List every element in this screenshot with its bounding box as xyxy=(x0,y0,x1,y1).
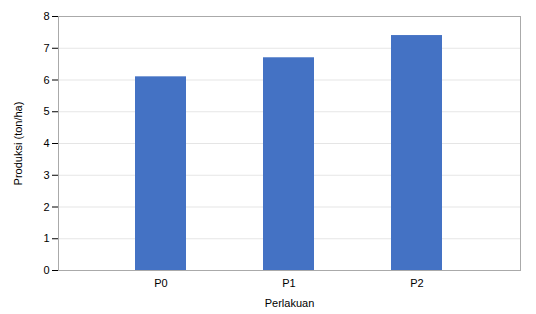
svg-text:Perlakuan: Perlakuan xyxy=(265,297,315,309)
svg-text:4: 4 xyxy=(43,137,49,149)
svg-text:P2: P2 xyxy=(410,277,423,289)
svg-text:P0: P0 xyxy=(154,277,167,289)
svg-text:P1: P1 xyxy=(282,277,295,289)
svg-text:7: 7 xyxy=(43,42,49,54)
svg-text:1: 1 xyxy=(43,232,49,244)
svg-text:0: 0 xyxy=(43,264,49,276)
svg-text:5: 5 xyxy=(43,105,49,117)
svg-text:8: 8 xyxy=(43,10,49,22)
svg-text:Produksi (ton/ha): Produksi (ton/ha) xyxy=(12,102,24,186)
svg-text:2: 2 xyxy=(43,201,49,213)
svg-text:3: 3 xyxy=(43,169,49,181)
svg-text:6: 6 xyxy=(43,74,49,86)
